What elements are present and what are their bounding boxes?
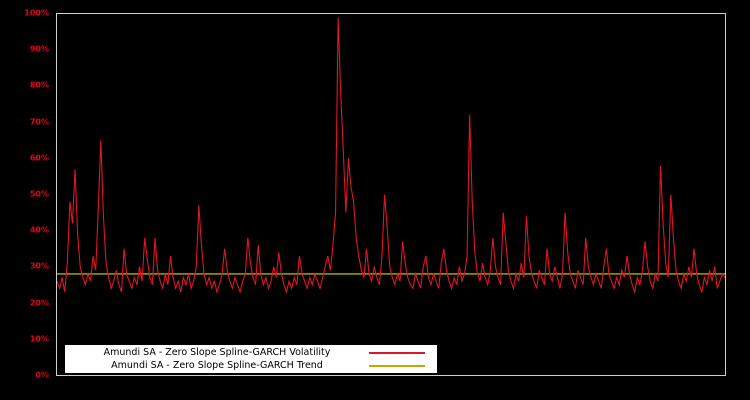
volatility-line xyxy=(57,17,725,295)
y-tick-label: 70% xyxy=(29,117,49,127)
y-tick-label: 80% xyxy=(29,80,49,90)
y-tick-label: 0% xyxy=(35,370,49,380)
y-tick-label: 90% xyxy=(29,44,49,54)
volatility-line-chart xyxy=(57,17,725,295)
y-tick-label: 100% xyxy=(24,8,49,18)
y-axis-labels: 0% 10% 20% 30% 40% 50% 60% 70% 80% 90% 100% xyxy=(0,9,52,380)
plot-area: Amundi SA - Zero Slope Spline-GARCH Vola… xyxy=(56,13,726,376)
legend-label-trend: Amundi SA - Zero Slope Spline-GARCH Tren… xyxy=(111,360,323,371)
y-tick-label: 30% xyxy=(29,261,49,271)
y-tick-label: 50% xyxy=(29,189,49,199)
legend-label-volatility: Amundi SA - Zero Slope Spline-GARCH Vola… xyxy=(103,347,331,358)
volatility-legend-line-icon xyxy=(369,351,425,354)
y-tick-label: 60% xyxy=(29,153,49,163)
y-tick-label: 10% xyxy=(29,334,49,344)
legend-row-trend: Amundi SA - Zero Slope Spline-GARCH Tren… xyxy=(69,359,433,372)
legend: Amundi SA - Zero Slope Spline-GARCH Vola… xyxy=(65,345,437,373)
y-tick-label: 40% xyxy=(29,225,49,235)
y-tick-label: 20% xyxy=(29,298,49,308)
trend-legend-line-icon xyxy=(369,364,425,367)
legend-row-volatility: Amundi SA - Zero Slope Spline-GARCH Vola… xyxy=(69,346,433,359)
